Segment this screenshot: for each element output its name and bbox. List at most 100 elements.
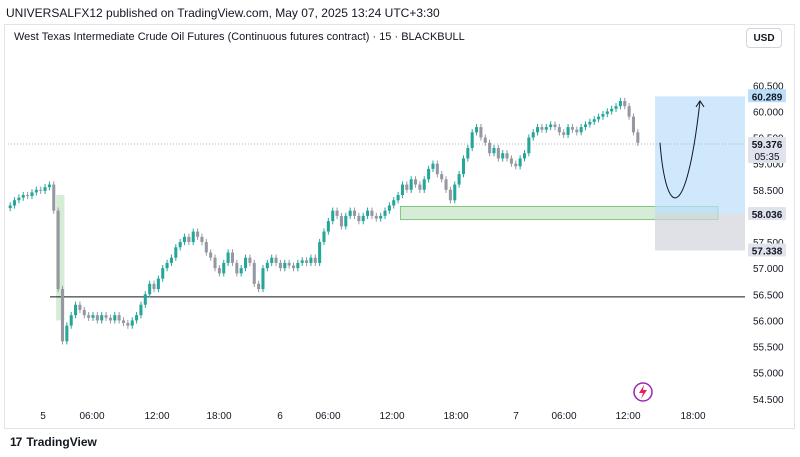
candle — [527, 134, 531, 157]
time-tick-label: 18:00 — [206, 411, 231, 422]
candle — [209, 249, 213, 261]
candle — [222, 259, 226, 277]
candle — [540, 123, 544, 133]
candle-body — [431, 163, 435, 169]
candle — [69, 312, 73, 329]
candle-body — [379, 215, 383, 219]
candle-body — [265, 262, 269, 269]
candle-body — [505, 153, 509, 159]
candle-body — [514, 163, 518, 167]
candle — [383, 207, 387, 220]
candle — [17, 194, 21, 204]
candle — [8, 202, 12, 212]
candle-body — [601, 114, 605, 117]
candle-body — [374, 215, 378, 219]
candle — [87, 312, 91, 321]
candle — [431, 160, 435, 173]
price-label-value: 57.338 — [752, 246, 783, 257]
candle — [291, 262, 296, 272]
candle-body — [139, 304, 143, 316]
candle — [230, 249, 234, 267]
candle-body — [313, 257, 317, 263]
chart-zones — [56, 96, 745, 321]
candle — [113, 312, 117, 324]
candle — [605, 108, 609, 118]
price-label-value: 59.376 — [752, 140, 783, 151]
candle-body — [440, 174, 444, 180]
price-tick-label: 56.500 — [753, 290, 784, 301]
candle-body — [47, 184, 51, 188]
candle — [422, 176, 426, 193]
candle-body — [52, 184, 56, 211]
candle-body — [30, 192, 34, 197]
candle-body — [174, 247, 178, 258]
candle-body — [244, 257, 248, 269]
candle-body — [562, 132, 566, 135]
time-tick-label: 12:00 — [144, 411, 169, 422]
candle-body — [422, 179, 426, 190]
candle — [374, 212, 378, 222]
candle-body — [300, 260, 304, 263]
candle — [427, 165, 431, 183]
candle-body — [357, 215, 361, 222]
candle-body — [156, 278, 160, 290]
candle — [235, 259, 239, 277]
candle-body — [509, 158, 513, 164]
candle-body — [618, 100, 622, 107]
candle-body — [518, 158, 522, 167]
candle-body — [466, 147, 470, 159]
candle-body — [383, 210, 387, 216]
candle-body — [531, 132, 535, 138]
candle — [466, 144, 470, 162]
candle-body — [78, 304, 82, 310]
candle-body — [17, 197, 21, 201]
candle-body — [191, 231, 195, 243]
candle-body — [570, 127, 574, 130]
candle-body — [135, 315, 139, 321]
price-tick-label: 55.000 — [753, 369, 784, 380]
candle-body — [352, 210, 357, 216]
candle-body — [614, 106, 618, 109]
price-tick-label: 60.500 — [753, 81, 784, 92]
candle-body — [165, 262, 169, 269]
candle-body — [274, 257, 278, 263]
candle — [379, 212, 383, 222]
candle — [505, 150, 509, 162]
candle-body — [74, 304, 78, 316]
candle — [592, 116, 596, 125]
candle — [152, 280, 156, 293]
candle — [457, 170, 461, 188]
candle — [614, 103, 618, 112]
lightning-icon[interactable] — [633, 382, 653, 402]
candle — [623, 97, 627, 110]
candle-body — [252, 262, 256, 284]
candle — [117, 312, 121, 324]
candle-body — [475, 127, 479, 133]
currency-button[interactable]: USD — [746, 28, 782, 48]
candle-body — [344, 215, 348, 227]
time-tick-label: 6 — [277, 411, 283, 422]
candle — [509, 155, 513, 167]
candle — [226, 249, 230, 267]
candle — [305, 257, 309, 267]
candle — [566, 123, 570, 139]
candle-body — [248, 257, 252, 263]
candle — [492, 144, 496, 157]
candle — [414, 176, 418, 188]
candle-body — [178, 242, 182, 248]
candle — [405, 181, 409, 193]
time-tick-label: 06:00 — [551, 411, 576, 422]
price-label-box — [748, 207, 786, 221]
candle — [148, 280, 152, 298]
candle-body — [483, 137, 487, 143]
candle-body — [104, 315, 108, 318]
time-axis[interactable]: 5 06:00 12:00 18:00 6 06:00 12:00 18:00 7 06:00 12… — [40, 411, 706, 422]
candle — [579, 123, 583, 136]
candle — [309, 254, 313, 267]
price-label-box — [748, 89, 786, 103]
candle-body — [549, 124, 553, 128]
candle — [522, 150, 527, 162]
candle — [287, 259, 291, 269]
candle-body — [143, 294, 147, 305]
